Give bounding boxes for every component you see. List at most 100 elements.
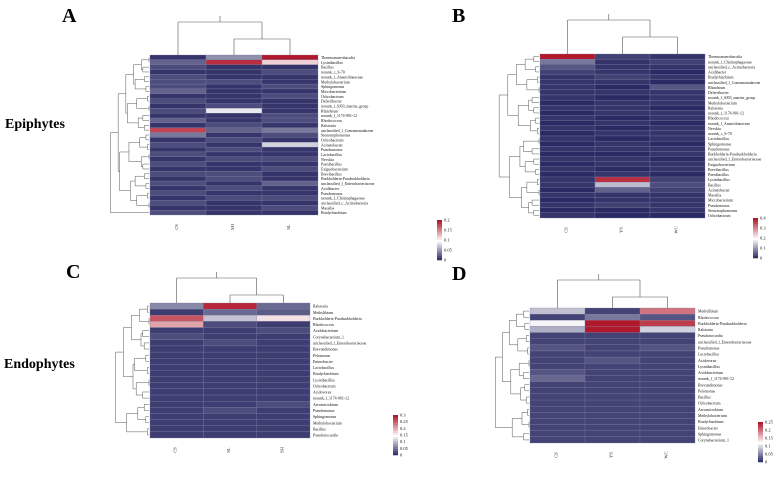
heatmap-cell (203, 364, 257, 371)
colorbar-segment (393, 421, 398, 424)
row-label: Rhodococcus (313, 323, 334, 327)
colorbar-segment (753, 252, 758, 255)
heatmap-cell (149, 79, 207, 85)
heatmap-cell (639, 320, 696, 327)
heatmap-cell (639, 307, 696, 315)
colorbar-segment (753, 238, 758, 241)
heatmap-cell (594, 197, 651, 203)
heatmap-cell (256, 302, 311, 310)
heatmap-cell (261, 117, 319, 124)
heatmap-cell (649, 79, 706, 85)
colorbar-tick-label: 0.4 (760, 216, 766, 221)
colorbar-segment (393, 451, 398, 454)
row-label: Brevibacillus (708, 168, 729, 172)
row-label: norank_f_Anaerolineaceae (708, 122, 750, 126)
heatmap-cell (539, 161, 596, 167)
heatmap-cell (149, 93, 207, 99)
colorbar-segment (393, 419, 398, 422)
heatmap-cell (594, 151, 651, 157)
heatmap-cell (261, 146, 319, 153)
row-label: unclassified_f_Comamonadaceae (708, 81, 761, 85)
colorbar-segment (758, 430, 763, 433)
heatmap-cell (203, 351, 257, 359)
colorbar-tick-label: 0.3 (400, 413, 406, 418)
heatmap-cell (584, 307, 641, 315)
heatmap-cell (149, 413, 204, 420)
row-label: norank_f_Anaerolineaceae (321, 75, 363, 79)
colorbar-segment (393, 439, 398, 442)
heatmap-cell (539, 135, 596, 142)
heatmap-cell (594, 135, 651, 142)
heatmap-cell (529, 412, 586, 419)
row-label: Brevibacillus (321, 172, 342, 176)
colorbar-tick-label: 0.2 (765, 428, 771, 433)
row-label: Lysinibacillus (321, 61, 343, 65)
heatmap-cell (649, 135, 706, 142)
row-label: unclassified_f_Enterobacteriaceae (313, 341, 367, 345)
heatmap-cell (149, 308, 204, 316)
heatmap-cell (529, 338, 586, 345)
colorbar-segment (437, 258, 442, 261)
heatmap-cell (203, 302, 257, 310)
row-label: Bradyrhizobium (313, 372, 339, 376)
heatmap-cell (205, 205, 263, 211)
row-label: Aeromicrobium (698, 408, 723, 412)
row-label: Burkholderia-Paraburkholderia (708, 153, 757, 157)
colorbar-segment (758, 452, 763, 455)
row-label: Pseudomonas (321, 192, 343, 196)
heatmap-cell (639, 387, 696, 395)
heatmap-cell (256, 401, 311, 408)
heatmap-cell (205, 122, 263, 128)
heatmap-cell (649, 53, 706, 60)
column-label: WC (674, 226, 679, 233)
row-label: Methylobacterium (698, 414, 727, 418)
heatmap-cell (261, 122, 319, 128)
colorbar-segment (753, 236, 758, 239)
colorbar-segment (758, 436, 763, 439)
colorbar-tick-label: 0.25 (765, 420, 774, 425)
row-label: Acidobacterium (313, 329, 338, 333)
heatmap-cell (539, 197, 596, 203)
heatmap-cell (261, 195, 319, 201)
heatmap-cell (649, 69, 706, 75)
heatmap-cell (256, 364, 311, 371)
heatmap-cell (149, 108, 207, 114)
row-label-epiphytes: Epiphytes (5, 117, 65, 132)
heatmap-cell (203, 401, 257, 408)
colorbar-segment (393, 427, 398, 430)
column-label: SL (286, 224, 291, 230)
heatmap-cell (149, 315, 204, 322)
row-label: Pelomonas (698, 389, 716, 393)
heatmap-cell (594, 89, 651, 96)
heatmap-cell (149, 137, 207, 143)
heatmap-cell (529, 424, 586, 431)
heatmap-cell (261, 180, 319, 187)
heatmap-cell (529, 344, 586, 352)
row-label: Microbacterium (708, 199, 733, 203)
heatmap-cell (203, 407, 257, 414)
heatmap-cell (256, 321, 311, 328)
heatmap-cell (584, 399, 641, 407)
colorbar-segment (758, 448, 763, 451)
heatmap-cell (594, 120, 651, 126)
heatmap-cell (584, 320, 641, 327)
heatmap-cell (149, 190, 207, 196)
heatmap-cell (649, 202, 706, 208)
row-label: Lactobacillus (313, 366, 334, 370)
row-label: Lysinibacillus (698, 365, 720, 369)
heatmap-cell (203, 413, 257, 420)
row-label: Brevundimonas (313, 348, 338, 352)
heatmap-cell (594, 94, 651, 101)
row-label: Corynebacterium_1 (313, 335, 344, 339)
colorbar-segment (758, 428, 763, 431)
colorbar-segment (437, 224, 442, 227)
row-label: Stenotrophomonas (321, 134, 351, 138)
heatmap-cell (261, 190, 319, 196)
heatmap-cell (639, 406, 696, 413)
heatmap-cell (256, 315, 311, 322)
colorbar-segment (437, 232, 442, 235)
colorbar-segment (437, 238, 442, 241)
row-label: Massilia (321, 206, 334, 210)
heatmap-cell (594, 84, 651, 91)
